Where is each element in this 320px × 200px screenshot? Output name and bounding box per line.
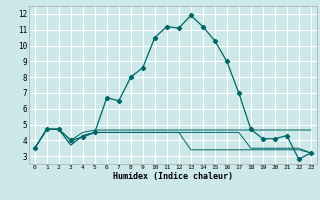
X-axis label: Humidex (Indice chaleur): Humidex (Indice chaleur): [113, 172, 233, 181]
